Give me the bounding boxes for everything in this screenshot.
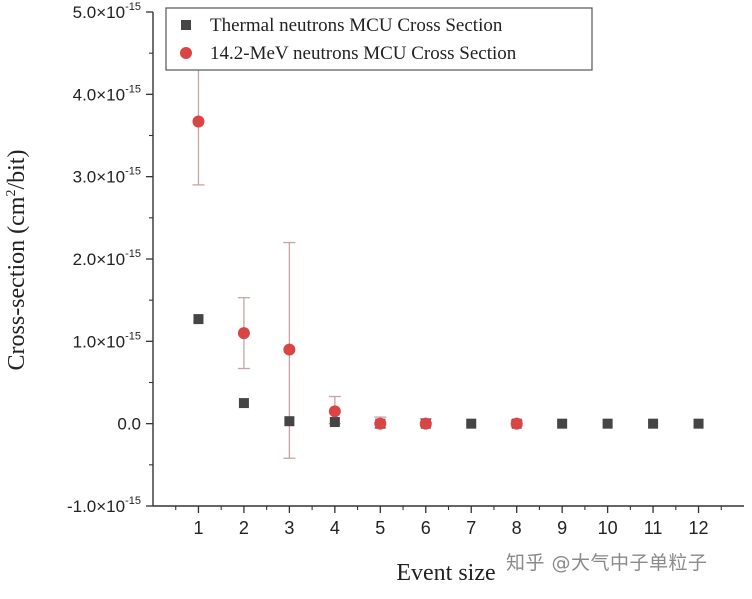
x-tick-label: 8: [512, 518, 522, 538]
y-tick-label: 1.0×10-15: [73, 330, 141, 351]
y-tick-label: 5.0×10-15: [73, 1, 141, 22]
data-markers: [192, 115, 704, 430]
x-tick-label: 9: [557, 518, 567, 538]
y-tick-label: 3.0×10-15: [73, 166, 141, 187]
legend-square-marker: [181, 20, 191, 30]
x-tick-label: 12: [689, 518, 709, 538]
y-tick-label: 0.0: [117, 415, 141, 434]
mev-point: [283, 343, 296, 356]
x-tick-label: 5: [375, 518, 385, 538]
thermal-point: [557, 418, 568, 429]
axes: -1.0×10-15 0.0 1.0×10-15 2.0×10-15 3.0×10-15…: [67, 1, 744, 538]
mev-point: [237, 327, 250, 340]
y-tick-label: 2.0×10-15: [73, 248, 141, 269]
x-tick-label: 1: [193, 518, 203, 538]
x-tick-label: 11: [644, 518, 663, 538]
x-tick-label: 3: [284, 518, 294, 538]
thermal-point: [602, 418, 613, 429]
thermal-point: [466, 418, 477, 429]
mev-point: [374, 417, 387, 430]
x-tick-label: 4: [330, 518, 340, 538]
thermal-point: [284, 416, 295, 427]
legend-box: [165, 7, 593, 71]
mev-point: [328, 405, 341, 418]
mev-point: [192, 115, 205, 128]
mev-point: [419, 417, 432, 430]
legend-label: Thermal neutrons MCU Cross Section: [210, 15, 503, 36]
y-axis-label: Cross-section (cm2/bit): [4, 150, 30, 371]
y-tick-label: 4.0×10-15: [73, 83, 141, 104]
thermal-point: [238, 398, 249, 409]
mev-point: [510, 417, 523, 430]
thermal-point: [329, 417, 340, 428]
thermal-point: [693, 418, 704, 429]
watermark: 知乎 @大气中子单粒子: [506, 552, 708, 574]
y-tick-label: -1.0×10-15: [67, 495, 141, 516]
x-tick-label: 7: [466, 518, 476, 538]
x-tick-label: 10: [598, 518, 618, 538]
legend-label: 14.2-MeV neutrons MCU Cross Section: [210, 43, 517, 64]
legend-circle-marker: [180, 47, 192, 59]
thermal-point: [648, 418, 659, 429]
thermal-point: [193, 314, 204, 325]
x-axis-label: Event size: [396, 560, 495, 586]
x-tick-label: 2: [239, 518, 249, 538]
legend: Thermal neutrons MCU Cross Section 14.2-M…: [165, 7, 593, 71]
x-tick-label: 6: [421, 518, 431, 538]
